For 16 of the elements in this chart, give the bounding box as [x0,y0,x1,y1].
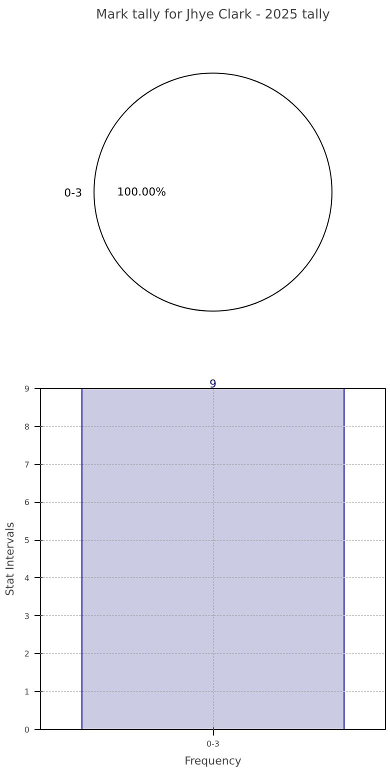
data-label: 100.00% [117,186,166,199]
y-tick-label: 1 [24,688,30,697]
y-axis-title: Stat Intervals [3,522,16,596]
y-tick-label: 8 [24,422,30,432]
y-tick-label: 6 [24,498,30,508]
x-axis-title: Frequency [184,754,242,768]
chart-title: Mark tally for Jhye Clark - 2025 tally [96,8,330,22]
y-tick-label: 2 [24,650,30,659]
data-label: 9 [210,378,216,390]
y-tick-label: 7 [24,460,30,470]
y-tick-label: 3 [24,612,30,621]
slice-label: 0-3 [64,186,82,200]
y-tick-label: 5 [24,536,30,546]
y-tick-label: 9 [24,384,30,394]
y-tick-label: 4 [24,574,30,583]
y-tick-label: 0 [24,726,30,734]
